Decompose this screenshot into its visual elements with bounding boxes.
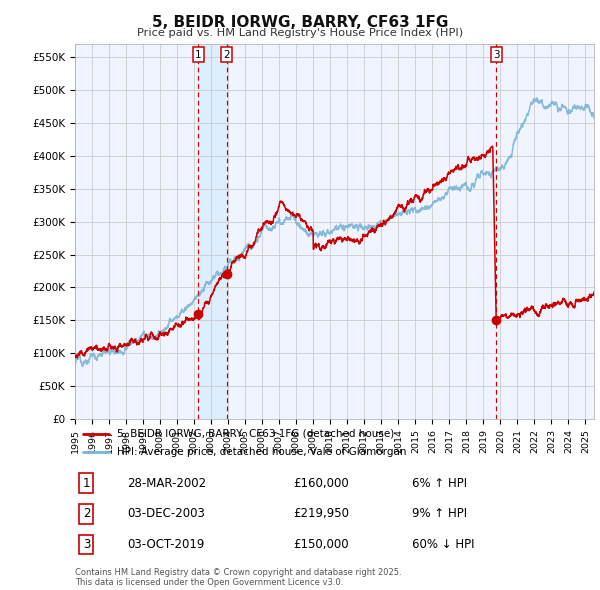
Text: 2: 2	[223, 50, 230, 60]
Text: 03-OCT-2019: 03-OCT-2019	[127, 538, 204, 551]
Text: 1: 1	[83, 477, 90, 490]
Text: 3: 3	[493, 50, 499, 60]
Text: 2: 2	[83, 507, 90, 520]
Text: HPI: Average price, detached house, Vale of Glamorgan: HPI: Average price, detached house, Vale…	[116, 447, 406, 457]
Text: Contains HM Land Registry data © Crown copyright and database right 2025.
This d: Contains HM Land Registry data © Crown c…	[75, 568, 401, 587]
Text: £150,000: £150,000	[293, 538, 349, 551]
Bar	[198, 44, 227, 419]
Text: 9% ↑ HPI: 9% ↑ HPI	[412, 507, 467, 520]
Text: 3: 3	[83, 538, 90, 551]
Text: 1: 1	[195, 50, 202, 60]
Text: 6% ↑ HPI: 6% ↑ HPI	[412, 477, 467, 490]
Text: £160,000: £160,000	[293, 477, 349, 490]
Text: £219,950: £219,950	[293, 507, 349, 520]
Text: Price paid vs. HM Land Registry's House Price Index (HPI): Price paid vs. HM Land Registry's House …	[137, 28, 463, 38]
Text: 5, BEIDR IORWG, BARRY, CF63 1FG (detached house): 5, BEIDR IORWG, BARRY, CF63 1FG (detache…	[116, 429, 394, 439]
Text: 28-MAR-2002: 28-MAR-2002	[127, 477, 206, 490]
Text: 60% ↓ HPI: 60% ↓ HPI	[412, 538, 475, 551]
Text: 5, BEIDR IORWG, BARRY, CF63 1FG: 5, BEIDR IORWG, BARRY, CF63 1FG	[152, 15, 448, 30]
Text: 03-DEC-2003: 03-DEC-2003	[127, 507, 205, 520]
